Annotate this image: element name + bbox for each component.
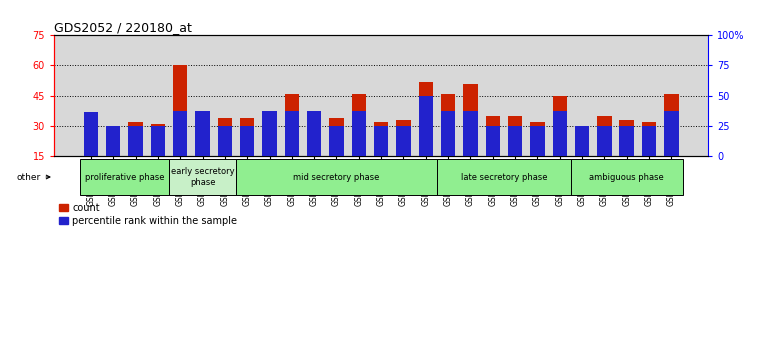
Bar [151,124,165,186]
Text: ambiguous phase: ambiguous phase [589,172,664,182]
Bar [352,93,366,186]
Bar [285,111,299,156]
Bar [352,111,366,156]
Bar [196,114,209,186]
Bar [173,111,187,156]
Bar [553,111,567,156]
Text: mid secretory phase: mid secretory phase [293,172,380,182]
Bar [441,93,455,186]
Bar [218,118,232,186]
Bar [129,122,142,186]
Bar [263,114,276,186]
Bar [464,111,477,156]
Legend: count, percentile rank within the sample: count, percentile rank within the sample [59,203,237,226]
Bar [151,126,165,156]
Bar [263,111,276,156]
Bar [575,126,589,156]
Bar [106,126,120,186]
Bar [665,111,678,156]
Text: late secretory phase: late secretory phase [460,172,547,182]
Bar [598,116,611,186]
Bar [575,130,589,186]
Bar [236,159,437,195]
Bar [173,65,187,186]
Bar [598,126,611,156]
Bar [240,118,254,186]
Bar [397,126,410,156]
Bar [129,126,142,156]
Bar [419,81,433,186]
Text: proliferative phase: proliferative phase [85,172,164,182]
Bar [531,126,544,156]
Bar [374,122,388,186]
Bar [330,126,343,156]
Bar [419,96,433,156]
Bar [307,118,321,186]
Bar [437,159,571,195]
Bar [553,96,567,186]
Bar [397,120,410,186]
Bar [240,126,254,156]
Bar [620,120,634,186]
Bar [508,126,522,156]
Bar [642,122,656,186]
Bar [464,84,477,186]
Bar [374,126,388,156]
Bar [84,113,98,156]
Bar [620,126,634,156]
Bar [486,116,500,186]
Bar [285,93,299,186]
Bar [571,159,682,195]
Bar [486,126,500,156]
Bar [196,111,209,156]
Bar [106,126,120,156]
Bar [531,122,544,186]
Text: GDS2052 / 220180_at: GDS2052 / 220180_at [54,21,192,34]
Text: early secretory
phase: early secretory phase [171,167,234,187]
Bar [218,126,232,156]
Bar [80,159,169,195]
Bar [441,111,455,156]
Bar [307,111,321,156]
Bar [330,118,343,186]
Bar [665,93,678,186]
Bar [508,116,522,186]
Bar [84,116,98,186]
Bar [642,126,656,156]
Text: other: other [16,172,50,182]
Bar [169,159,236,195]
